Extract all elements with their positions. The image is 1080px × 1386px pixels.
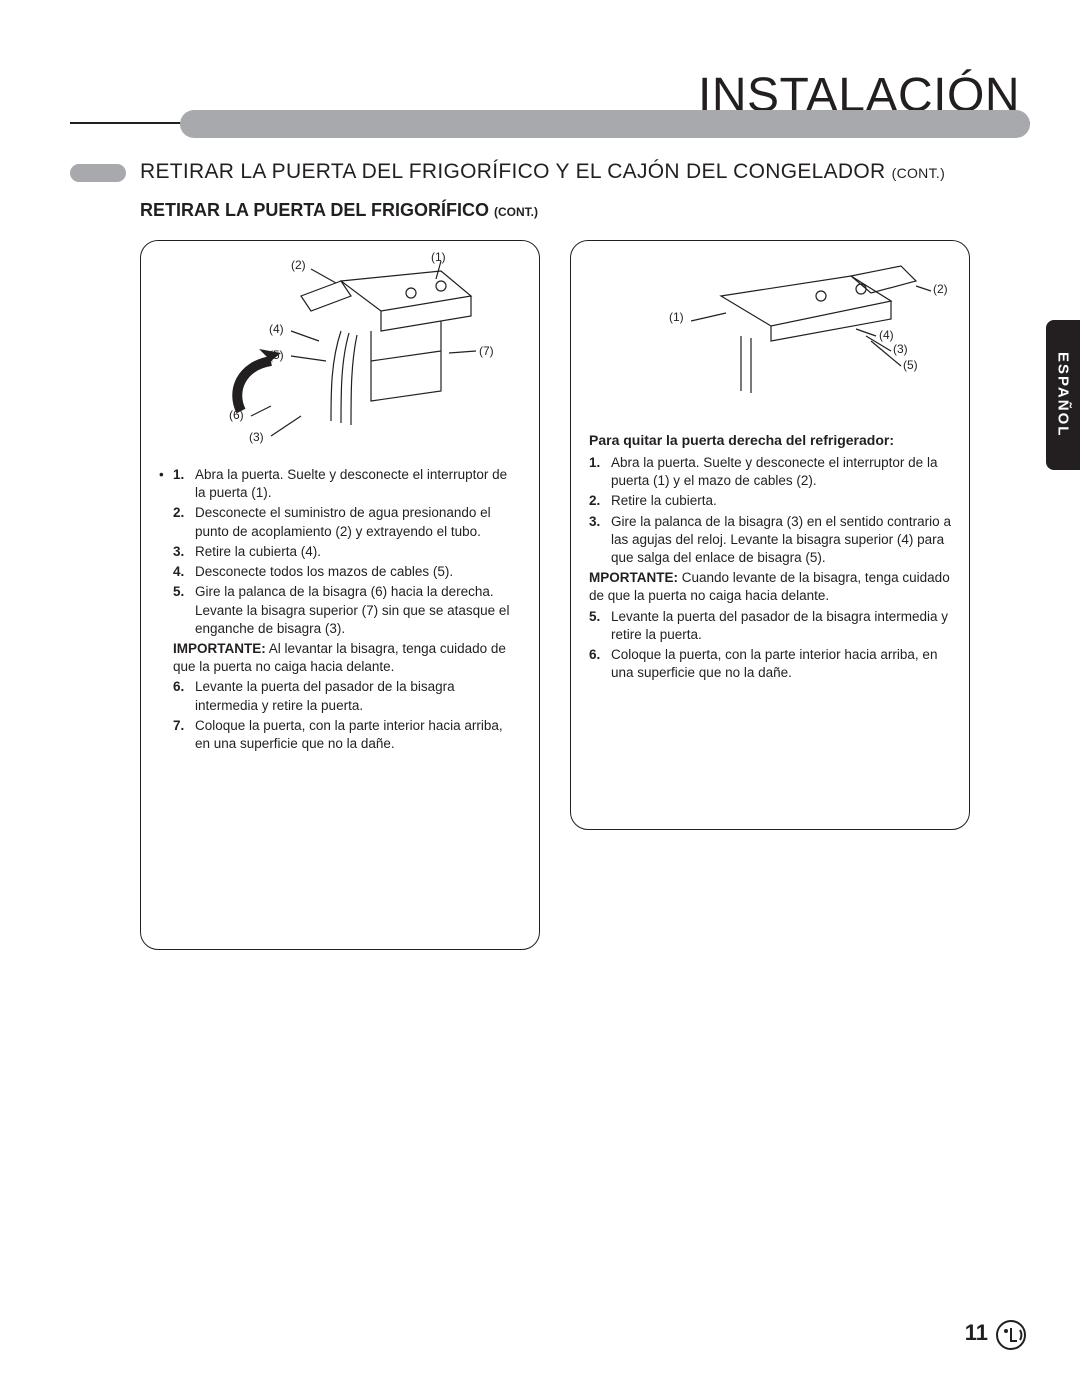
callout-3p: (3) — [893, 343, 908, 356]
language-tab-text: ESPAÑOL — [1055, 352, 1072, 437]
language-tab: ESPAÑOL — [1046, 320, 1080, 470]
callout-4p: (4) — [879, 329, 894, 342]
note-label: MPORTANTE: — [589, 570, 678, 585]
step-row: 6. Coloque la puerta, con la parte inter… — [589, 646, 951, 682]
section-heading-cont: (CONT.) — [892, 165, 945, 181]
step-num: 7. — [173, 717, 195, 753]
step-row: 2. Desconecte el suministro de agua pres… — [159, 504, 521, 540]
step-num: 6. — [173, 678, 195, 714]
heading-pill-bar — [194, 110, 1030, 138]
step-text: Desconecte el suministro de agua presion… — [195, 504, 521, 540]
step-text: Desconecte todos los mazos de cables (5)… — [195, 563, 521, 581]
section-pill — [70, 164, 126, 182]
right-figure-box: (1) (2) (4) (3) (5) Para quitar la puert… — [570, 240, 970, 830]
step-num: 2. — [173, 504, 195, 540]
lg-logo-icon — [996, 1320, 1026, 1350]
step-text: Retire la cubierta (4). — [195, 543, 521, 561]
page-number: 11 — [965, 1320, 988, 1346]
bullet-icon: • — [159, 466, 173, 502]
note-label: IMPORTANTE: — [173, 641, 266, 656]
left-steps: • 1. Abra la puerta. Suelte y desconecte… — [159, 466, 521, 755]
step-text: Retire la cubierta. — [611, 492, 951, 510]
step-text: Abra la puerta. Suelte y desconecte el i… — [195, 466, 521, 502]
right-diagram: (1) (2) (4) (3) (5) — [571, 241, 969, 421]
callout-1: (1) — [431, 251, 446, 264]
step-text: Abra la puerta. Suelte y desconecte el i… — [611, 454, 951, 490]
right-heading: Para quitar la puerta derecha del refrig… — [589, 431, 951, 450]
step-row: 5. Gire la palanca de la bisagra (6) hac… — [159, 583, 521, 638]
step-text: Gire la palanca de la bisagra (6) hacia … — [195, 583, 521, 638]
right-steps: Para quitar la puerta derecha del refrig… — [589, 431, 951, 685]
section-heading-text: RETIRAR LA PUERTA DEL FRIGORÍFICO Y EL C… — [140, 160, 885, 183]
step-num: 3. — [173, 543, 195, 561]
note-row: MPORTANTE: Cuando levante de la bisagra,… — [589, 569, 951, 605]
step-row: 1. Abra la puerta. Suelte y desconecte e… — [589, 454, 951, 490]
right-diagram-svg — [571, 241, 971, 421]
step-row: 4. Desconecte todos los mazos de cables … — [159, 563, 521, 581]
step-row: 6. Levante la puerta del pasador de la b… — [159, 678, 521, 714]
step-num: 1. — [173, 466, 195, 502]
step-num: 4. — [173, 563, 195, 581]
left-figure-box: (2) (1) (4) (5) (7) (6) (3) • 1. Abra la… — [140, 240, 540, 950]
step-text: Coloque la puerta, con la parte interior… — [195, 717, 521, 753]
step-row: 3. Retire la cubierta (4). — [159, 543, 521, 561]
step-row: 2. Retire la cubierta. — [589, 492, 951, 510]
step-text: Gire la palanca de la bisagra (3) en el … — [611, 513, 951, 568]
note-row: IMPORTANTE: Al levantar la bisagra, teng… — [159, 640, 521, 676]
left-diagram: (2) (1) (4) (5) (7) (6) (3) — [141, 241, 539, 461]
section-heading: RETIRAR LA PUERTA DEL FRIGORÍFICO Y EL C… — [140, 160, 945, 184]
step-row: 5. Levante la puerta del pasador de la b… — [589, 608, 951, 644]
step-num: 1. — [589, 454, 611, 490]
step-num: 5. — [589, 608, 611, 644]
callout-4: (4) — [269, 323, 284, 336]
sub-heading-text: RETIRAR LA PUERTA DEL FRIGORÍFICO — [140, 200, 489, 220]
callout-5: (5) — [269, 349, 284, 362]
step-num: 5. — [173, 583, 195, 638]
step-row: 3. Gire la palanca de la bisagra (3) en … — [589, 513, 951, 568]
callout-5p: (5) — [903, 359, 918, 372]
callout-3: (3) — [249, 431, 264, 444]
step-row: 7. Coloque la puerta, con la parte inter… — [159, 717, 521, 753]
step-text: Levante la puerta del pasador de la bisa… — [611, 608, 951, 644]
callout-2p: (2) — [933, 283, 948, 296]
sub-heading: RETIRAR LA PUERTA DEL FRIGORÍFICO (CONT.… — [140, 200, 538, 221]
sub-heading-cont: (CONT.) — [494, 205, 538, 219]
step-row: • 1. Abra la puerta. Suelte y desconecte… — [159, 466, 521, 502]
step-text: Coloque la puerta, con la parte interior… — [611, 646, 951, 682]
step-num: 2. — [589, 492, 611, 510]
callout-6: (6) — [229, 409, 244, 422]
callout-7: (7) — [479, 345, 494, 358]
callout-2: (2) — [291, 259, 306, 272]
callout-1p: (1) — [669, 311, 684, 324]
step-num: 3. — [589, 513, 611, 568]
step-text: Levante la puerta del pasador de la bisa… — [195, 678, 521, 714]
step-num: 6. — [589, 646, 611, 682]
